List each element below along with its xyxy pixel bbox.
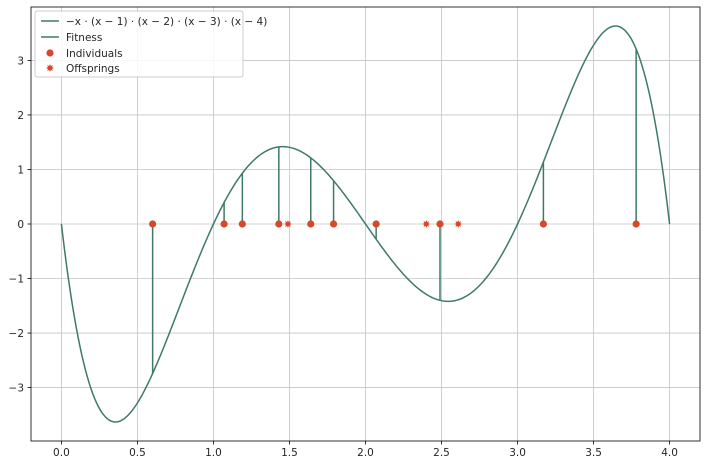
offspring-point	[283, 220, 292, 228]
offspring-point	[422, 220, 431, 228]
x-tick-label: 2.5	[433, 447, 450, 459]
legend-individuals-marker	[46, 49, 54, 57]
y-tick-label: 2	[17, 110, 24, 122]
individual-point	[238, 220, 246, 228]
x-tick-label: 1.5	[281, 447, 298, 459]
individual-point	[275, 220, 283, 228]
population-points	[149, 220, 640, 228]
x-tick-label: 0.5	[129, 447, 146, 459]
x-tick-label: 0.0	[53, 447, 70, 459]
individual-point	[632, 220, 640, 228]
x-tick-label: 3.5	[585, 447, 602, 459]
offspring-point	[454, 220, 463, 228]
y-tick-label: −1	[9, 274, 24, 286]
grid	[31, 7, 700, 441]
x-tick-label: 2.0	[357, 447, 374, 459]
individual-point	[329, 220, 338, 228]
y-axis: −3 −2 −1 0 1 2 3	[9, 55, 31, 395]
individual-point	[372, 220, 380, 228]
legend-offsprings-marker	[46, 64, 54, 72]
x-tick-label: 3.0	[509, 447, 526, 459]
y-tick-label: 3	[17, 55, 24, 67]
legend-offsprings-star	[46, 64, 54, 72]
legend-individuals-label: Individuals	[66, 48, 123, 60]
y-tick-label: 1	[17, 164, 24, 176]
y-tick-label: −3	[9, 383, 24, 395]
legend-box	[34, 10, 244, 78]
individual-point	[149, 220, 157, 228]
individual-point	[307, 220, 315, 228]
individual-point	[436, 220, 444, 228]
x-tick-label: 1.0	[205, 447, 222, 459]
y-tick-label: −2	[9, 328, 24, 340]
x-axis: 0.0 0.5 1.0 1.5 2.0 2.5 3.0 3.5 4.0	[53, 441, 678, 459]
legend: −x · (x − 1) · (x − 2) · (x − 3) · (x − …	[34, 10, 267, 78]
legend-fitness-label: Fitness	[66, 32, 102, 44]
x-tick-label: 4.0	[661, 447, 678, 459]
y-tick-label: 0	[17, 219, 24, 231]
function-curve	[60, 25, 671, 423]
individual-point	[539, 220, 547, 228]
fitness-lines	[151, 48, 637, 374]
legend-curve-label: −x · (x − 1) · (x − 2) · (x − 3) · (x − …	[66, 16, 267, 28]
individual-point	[220, 220, 228, 228]
legend-offsprings-label: Offsprings	[66, 63, 120, 75]
